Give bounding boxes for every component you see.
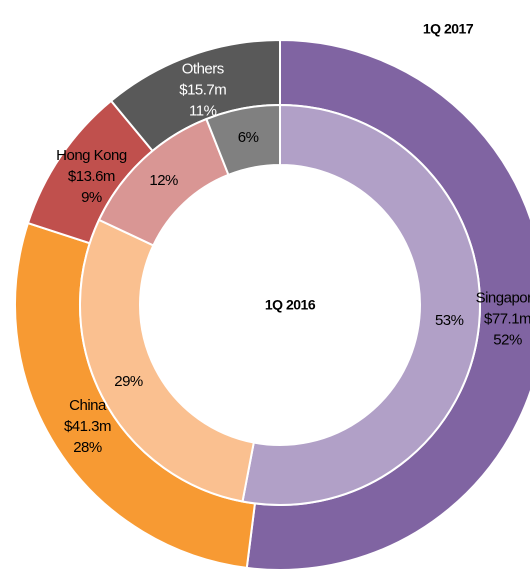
- rings: [14, 38, 530, 570]
- value-label: 11%: [189, 102, 217, 119]
- category-label: Others: [182, 60, 224, 77]
- value-label: 52%: [493, 331, 522, 348]
- category-label: Singapore: [476, 289, 530, 306]
- slice: [241, 103, 481, 506]
- value-label: 12%: [149, 172, 178, 189]
- value-label: 29%: [114, 373, 143, 390]
- center-label: 1Q 2016: [265, 297, 316, 313]
- slice: [79, 218, 255, 503]
- value-label: 53%: [435, 312, 464, 329]
- category-label: Hong Kong: [56, 147, 127, 164]
- labels: Singapore $77.1m 52% China $41.3m 28% Hong Kon…: [56, 60, 530, 456]
- amount-label: $15.7m: [179, 81, 226, 98]
- amount-label: $13.6m: [68, 168, 115, 185]
- category-label: China: [69, 397, 107, 414]
- chart-title: 1Q 2017: [423, 21, 474, 37]
- slice: [205, 103, 281, 177]
- amount-label: $77.1m: [484, 310, 530, 327]
- value-label: 9%: [81, 189, 102, 206]
- amount-label: $41.3m: [64, 418, 111, 435]
- value-label: 6%: [238, 129, 259, 146]
- value-label: 28%: [73, 439, 102, 456]
